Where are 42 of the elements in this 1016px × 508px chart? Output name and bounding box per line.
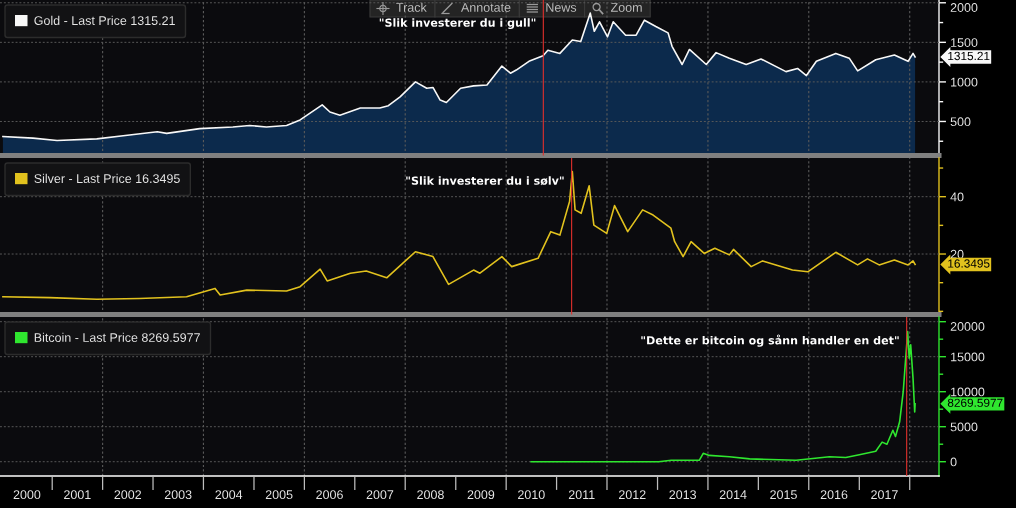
x-tick-label: 2014 [719,490,747,500]
x-tick-label: 2002 [114,490,142,500]
ref-line-label: "Slik investerer du i sølv" [406,176,564,186]
x-tick-label: 2001 [64,490,91,500]
legend-label: Silver - Last Price 16.3495 [34,173,180,183]
y-tick-label: 2000 [950,3,978,12]
x-tick-label: 2017 [871,490,898,500]
x-tick-label: 2016 [820,490,848,500]
text: 8269.5977 [947,398,1003,407]
annotation: Annotate [460,3,511,12]
legend-label: Bitcoin - Last Price 8269.5977 [34,332,200,342]
line-series [530,330,916,463]
x-tick-label: 2003 [164,490,192,500]
y-tick-label: 10000 [951,387,985,397]
y-tick-label: 5000 [950,422,978,432]
x-tick-label: 2000 [13,490,41,500]
x-tick-label: 2004 [215,490,243,500]
ref-line-label: "Dette er bitcoin og sånn handler en det" [641,334,899,347]
y-tick-label: 15000 [951,352,985,362]
y-tick-label: 500 [950,117,971,127]
annotation: Track [396,2,427,12]
y-tick-label: 20000 [950,322,985,331]
x-tick-label: 2011 [568,490,595,500]
x-tick-label: 2015 [770,490,797,500]
ref-line-label: "Slik investerer du i gull" [379,18,536,30]
line-series [2,170,916,301]
x-tick-label: 2013 [669,490,697,500]
y-tick-label: 1500 [951,38,978,47]
x-tick-label: 2006 [316,490,343,500]
x-tick-label: 2009 [467,490,495,500]
y-tick-label: 40 [950,192,964,202]
y-tick-label: 1000 [951,77,978,87]
x-tick-label: 2012 [618,490,646,500]
text: 1315.21 [948,51,990,61]
y-tick-label: 0 [950,457,957,467]
annotation: Zoom [610,3,642,12]
annotation: News [546,3,577,12]
legend-label: Gold - Last Price 1315.21 [34,15,175,25]
x-tick-label: 2007 [366,490,394,500]
x-tick-label: 2008 [417,490,444,500]
x-tick-label: 2010 [518,490,545,500]
x-tick-label: 2005 [265,490,293,500]
